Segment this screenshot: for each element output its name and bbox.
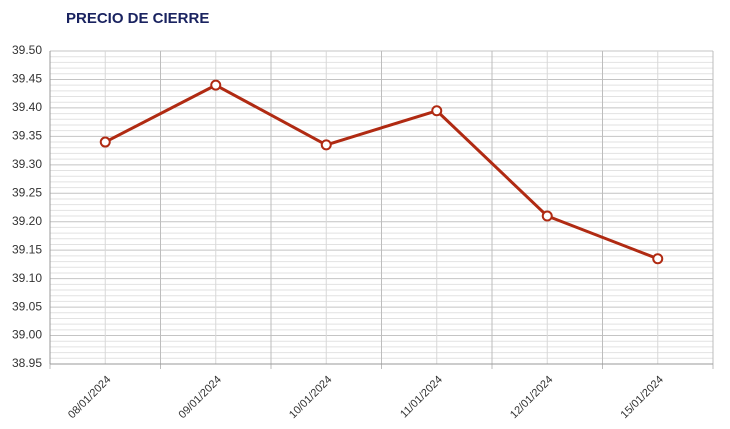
x-tick-label: 08/01/2024 bbox=[66, 374, 113, 421]
point bbox=[541, 210, 553, 222]
x-tick-label: 15/01/2024 bbox=[619, 374, 666, 421]
line bbox=[104, 83, 659, 261]
y-tick-label: 39.25 bbox=[12, 185, 42, 199]
y-tick-label: 39.45 bbox=[12, 72, 42, 86]
y-tick-label: 39.50 bbox=[12, 43, 42, 57]
y-tick-label: 39.15 bbox=[12, 242, 42, 256]
y-tick-label: 39.35 bbox=[12, 129, 42, 143]
x-tick-label: 09/01/2024 bbox=[177, 374, 224, 421]
y-tick-label: 39.20 bbox=[12, 214, 42, 228]
point bbox=[652, 253, 664, 265]
point bbox=[210, 79, 222, 91]
x-tick-label: 11/01/2024 bbox=[398, 374, 445, 421]
y-tick-label: 39.00 bbox=[12, 328, 42, 342]
chart-title: PRECIO DE CIERRE bbox=[66, 10, 209, 27]
point bbox=[431, 105, 443, 117]
y-tick-label: 39.10 bbox=[12, 271, 42, 285]
y-tick-label: 38.95 bbox=[12, 356, 42, 370]
y-tick-label: 39.30 bbox=[12, 157, 42, 171]
point bbox=[320, 139, 332, 151]
y-tick-label: 39.40 bbox=[12, 100, 42, 114]
point bbox=[99, 136, 111, 148]
x-tick-label: 12/01/2024 bbox=[508, 374, 555, 421]
y-tick-label: 39.05 bbox=[12, 299, 42, 313]
x-tick-label: 10/01/2024 bbox=[287, 374, 334, 421]
